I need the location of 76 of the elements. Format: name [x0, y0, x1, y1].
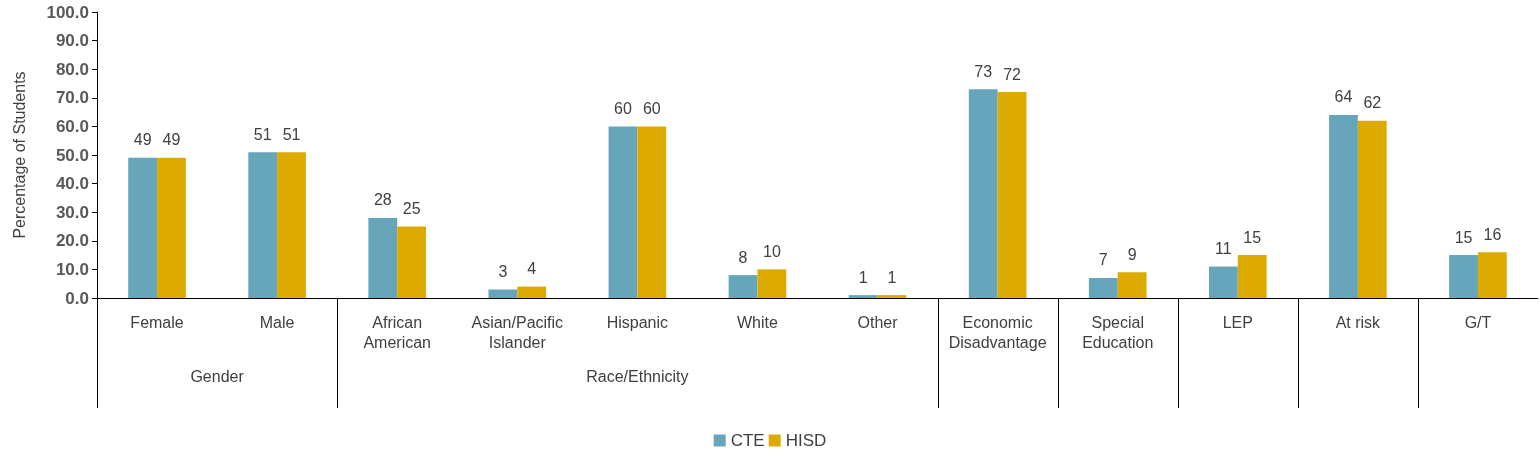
data-label: 60	[614, 99, 632, 117]
x-tick-label: G/T	[1464, 313, 1492, 331]
y-tick-label: 100.0	[46, 2, 89, 22]
legend-label: CTE	[730, 431, 765, 450]
bar	[1088, 277, 1118, 298]
x-tick-label: Female	[130, 313, 184, 331]
data-label: 15	[1243, 228, 1262, 246]
bar	[368, 217, 398, 298]
bar	[277, 152, 306, 298]
x-tick-label: LEP	[1222, 313, 1253, 331]
x-tick-label: At risk	[1335, 313, 1382, 331]
data-label: 7	[1098, 251, 1108, 269]
bar	[157, 157, 186, 298]
data-label: 3	[498, 262, 508, 280]
bar	[608, 126, 638, 298]
data-label: 60	[642, 99, 661, 117]
bar	[757, 269, 787, 298]
bar	[1357, 120, 1387, 298]
data-label: 72	[1003, 65, 1022, 83]
data-label: 51	[253, 125, 272, 143]
bar	[728, 275, 758, 298]
y-tick-label: 20.0	[55, 231, 89, 251]
data-label: 51	[282, 125, 301, 143]
bar	[1117, 272, 1147, 298]
x-tick-label: Economic Disadvantage	[948, 313, 1047, 351]
text: Race/Ethnicity	[586, 367, 689, 385]
bar	[997, 92, 1027, 298]
data-label: 73	[974, 62, 993, 80]
y-tick-label: 30.0	[55, 202, 89, 222]
data-label: 1	[887, 268, 897, 286]
x-tick-label: White	[737, 313, 779, 331]
y-tick-label: 50.0	[55, 145, 89, 165]
x-tick-label: Special Education	[1082, 313, 1154, 351]
y-tick-label: 10.0	[55, 259, 89, 279]
y-tick-label: 60.0	[55, 116, 89, 136]
x-tick-label: African American	[363, 313, 431, 351]
x-tick-label: Other	[857, 313, 899, 331]
data-label: 4	[527, 260, 537, 278]
data-label: 28	[373, 191, 392, 209]
x-tick-label: Asian/Pacific Islander	[471, 313, 564, 351]
data-label: 11	[1215, 240, 1232, 258]
y-tick-label: 0.0	[65, 288, 89, 308]
data-label: 10	[762, 242, 781, 260]
bar	[1329, 114, 1358, 298]
data-label: 49	[133, 131, 152, 149]
bar	[1208, 266, 1238, 298]
bar	[1237, 255, 1267, 298]
y-tick-label: 90.0	[55, 31, 89, 51]
bar	[517, 286, 547, 298]
data-label: 49	[162, 131, 181, 149]
x-tick-label: Male	[259, 313, 295, 331]
y-tick-label: 70.0	[55, 88, 89, 108]
data-label: 1	[858, 268, 868, 286]
bar	[128, 157, 158, 298]
data-label: 64	[1334, 88, 1353, 106]
data-label: 62	[1363, 94, 1382, 112]
bar	[848, 295, 878, 298]
bar	[1449, 255, 1478, 298]
data-label: 8	[738, 248, 748, 266]
bar	[397, 226, 427, 298]
data-label: 16	[1483, 225, 1502, 243]
y-tick-label: 40.0	[55, 174, 89, 194]
bar	[248, 152, 278, 298]
bar	[488, 289, 518, 298]
data-label: 25	[402, 200, 421, 217]
y-tick-label: 80.0	[55, 59, 89, 79]
legend-label: HISD	[785, 431, 827, 450]
text: Gender	[190, 367, 245, 385]
data-label: 15	[1454, 228, 1473, 246]
y-axis-title: Percentage of Students	[10, 71, 28, 239]
x-tick-label: Hispanic	[606, 313, 669, 331]
bar	[877, 295, 907, 298]
bar	[968, 89, 998, 298]
bar	[637, 126, 667, 298]
data-label: 9	[1127, 245, 1137, 263]
bar	[1477, 252, 1507, 298]
